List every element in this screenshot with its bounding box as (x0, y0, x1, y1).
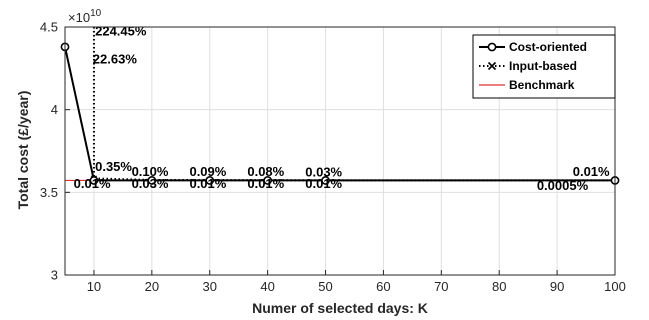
x-axis-title: Numer of selected days: K (252, 300, 428, 316)
legend-label-cost-oriented: Cost-oriented (509, 40, 587, 54)
x-tick-label-4: 50 (318, 279, 332, 294)
legend-item-benchmark: Benchmark (479, 78, 575, 92)
y-tick-label-3: 4.5 (40, 20, 58, 35)
data-label-7: 0.01% (189, 176, 226, 191)
point-cost-oriented-5 (321, 176, 330, 185)
x-tick-label-7: 80 (492, 279, 506, 294)
x-tick-label-2: 30 (203, 279, 217, 294)
y-tick-label-0: 3 (51, 268, 58, 283)
data-label-13: 0.0005% (537, 178, 589, 193)
point-cost-oriented-2 (147, 176, 157, 185)
y-axis-title: Total cost (£/year) (15, 91, 31, 210)
ticks: 10 20 30 40 50 60 70 80 90 100 3 3.5 4 4.5 (40, 20, 626, 295)
legend-marker-input-based (487, 61, 497, 71)
y-tick-label-1: 3.5 (40, 185, 58, 200)
marker-layer (60, 42, 620, 185)
data-label-2: 0.35% (95, 159, 132, 174)
x-tick-label-8: 90 (550, 279, 564, 294)
legend-item-cost-oriented: Cost-oriented (479, 40, 587, 54)
legend-label-benchmark: Benchmark (509, 78, 575, 92)
legend-box (472, 34, 616, 99)
legend-label-input-based: Input-based (509, 59, 577, 73)
y-multiplier-exponent: 10 (90, 8, 102, 19)
data-label-1: 22.63% (93, 51, 138, 66)
legend: Cost-oriented Input-based Benchmark (472, 34, 616, 99)
data-label-9: 0.01% (247, 176, 284, 191)
x-tick-label-6: 70 (434, 279, 448, 294)
x-tick-label-1: 20 (145, 279, 159, 294)
y-multiplier: ×1010 (68, 8, 102, 25)
data-label-10: 0.03% (305, 165, 342, 180)
x-tick-label-5: 60 (376, 279, 390, 294)
axes (64, 26, 616, 276)
x-tick-label-3: 40 (260, 279, 274, 294)
legend-item-input-based: Input-based (479, 59, 577, 73)
data-label-6: 0.09% (189, 164, 226, 179)
data-label-8: 0.08% (247, 164, 284, 179)
x-tick-label-0: 10 (87, 279, 101, 294)
legend-marker-cost-oriented (487, 42, 497, 52)
point-cost-oriented-3 (205, 176, 215, 185)
plot-frame (64, 26, 616, 276)
point-cost-oriented-1 (89, 176, 99, 185)
x-tick-label-9: 100 (604, 279, 626, 294)
data-label-3: 0.01% (74, 176, 111, 191)
data-label-4: 0.10% (132, 164, 169, 179)
data-label-11: 0.01% (305, 176, 342, 191)
y-multiplier-base: ×10 (68, 10, 90, 25)
point-cost-oriented-4 (263, 176, 273, 185)
annotation-layer: 224.45%22.63%0.35%0.01%0.10%0.03%0.09%0.… (74, 23, 610, 193)
data-label-12: 0.01% (573, 164, 610, 179)
data-label-0: 224.45% (95, 23, 147, 38)
data-label-5: 0.03% (132, 176, 169, 191)
y-tick-label-2: 4 (51, 102, 58, 117)
